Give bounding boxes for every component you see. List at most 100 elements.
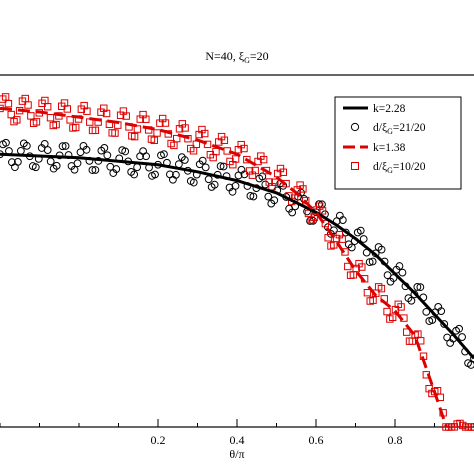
legend-label: k=1.38 [373,142,406,154]
data-point [231,181,240,190]
x-tick-label: 0.8 [388,433,403,447]
data-point [437,307,446,316]
data-point [395,262,404,270]
data-point [133,163,142,172]
data-point [130,170,139,179]
data-point [151,170,159,179]
data-point [2,138,10,147]
series-fit_red [0,106,448,428]
data-point [24,101,32,109]
data-point [100,144,109,152]
data-point [32,118,41,126]
chart-title-after: =20 [250,49,269,63]
data-point [73,159,82,168]
data-point [13,116,21,124]
data-point [416,283,425,292]
data-point [13,157,22,166]
data-point [363,288,372,297]
data-point [407,296,416,305]
x-tick-label: 0.2 [151,433,166,447]
data-point [184,135,192,143]
chart-title-main: N=40, ξ [205,49,244,63]
data-point [246,192,255,200]
data-point [288,208,297,217]
data-point [397,303,405,311]
data-point [180,156,189,164]
data-point [43,103,52,111]
data-point [189,178,198,187]
data-point [338,216,347,224]
legend-entry-data_black: d/ξG=21/20 [350,122,426,136]
data-point [264,192,273,201]
x-tick-label: 0.6 [309,433,324,447]
data-point [181,124,189,132]
data-point [66,116,74,124]
data-point [43,146,52,154]
legend: k=2.28 d/ξG=21/20 k=1.38 d/ξG=10/20 [334,96,462,190]
data-point [347,243,356,252]
data-point [455,324,463,333]
data-point [279,168,287,176]
data-point [251,166,259,175]
data-point [46,157,55,166]
data-point [271,178,279,186]
data-point [139,147,147,156]
data-point [31,163,40,172]
data-point [249,192,258,201]
data-point [389,274,398,282]
legend-label: d/ξG=10/20 [373,161,426,175]
data-point [470,354,474,363]
data-point [365,258,374,266]
data-point [402,328,411,336]
data-point [458,333,466,341]
data-point [160,150,168,159]
data-point [91,126,100,134]
legend-marker-swatch [350,122,360,132]
legend-entry-data_red: d/ξG=10/20 [351,161,426,175]
data-point [72,123,80,132]
data-point [172,134,181,143]
data-point [259,155,268,164]
data-point [359,235,368,243]
data-point [219,162,228,171]
legend-marker-swatch [351,162,359,170]
data-point [344,262,352,271]
series-fit_black [0,152,474,360]
data-point [121,147,130,156]
data-point [7,110,15,119]
data-point [422,307,431,316]
data-point [111,129,119,137]
legend-label: k=2.28 [373,103,406,115]
data-point [16,146,25,155]
data-point [310,213,318,222]
legend-box [334,96,462,190]
data-point [212,147,220,156]
data-point [369,296,377,304]
data-point [383,307,391,316]
series-data_red [0,93,474,431]
data-point [216,162,225,171]
data-point [161,119,170,127]
data-point [368,257,377,266]
data-point [4,99,13,108]
data-point [220,136,229,144]
x-axis-ticks: 0.2 0.4 0.6 0.8 [0,419,474,447]
data-point [204,175,213,184]
data-point [318,207,327,215]
data-point [231,155,240,163]
data-point [27,112,35,120]
data-point [356,226,365,235]
data-point [270,196,279,205]
data-point [440,320,449,328]
legend-entries: k=2.28 d/ξG=21/20 k=1.38 d/ξG=10/20 [343,103,426,175]
chart-title: N=40, ξG=20 [205,49,268,65]
data-point [58,142,67,151]
data-point [102,109,111,118]
data-point [467,361,474,369]
data-point [46,113,55,122]
data-point [142,152,150,161]
legend-entry-fit_red: k=1.38 [343,142,406,154]
data-point [83,107,91,115]
data-point [153,129,161,137]
data-point [70,165,79,174]
